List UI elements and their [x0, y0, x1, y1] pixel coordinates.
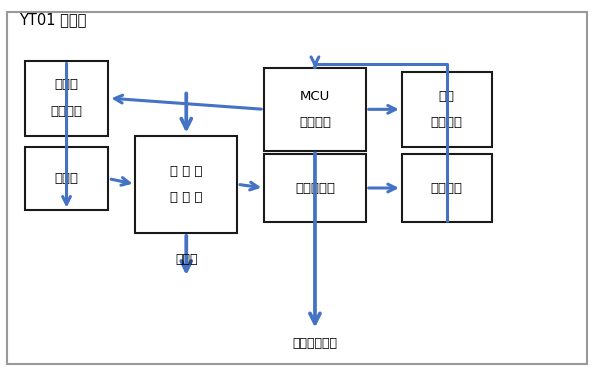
Bar: [402, 72, 491, 147]
Bar: [136, 136, 237, 233]
Text: 控制电路: 控制电路: [431, 116, 463, 129]
Text: 放大电路: 放大电路: [431, 182, 463, 194]
Text: 空气出: 空气出: [175, 253, 197, 266]
Text: YT01 传感器: YT01 传感器: [19, 12, 86, 27]
Text: 激光器: 激光器: [55, 172, 79, 185]
Text: MCU: MCU: [300, 90, 330, 103]
Bar: [25, 61, 109, 136]
Text: 光电探测器: 光电探测器: [295, 182, 335, 194]
Text: 微处理器: 微处理器: [299, 116, 331, 129]
Bar: [402, 154, 491, 222]
Text: 光 散 射: 光 散 射: [170, 165, 203, 177]
Bar: [264, 68, 366, 150]
Text: 数据输出接口: 数据输出接口: [292, 337, 337, 350]
Text: 测 量 腔: 测 量 腔: [170, 191, 203, 204]
Text: 控制电路: 控制电路: [50, 105, 83, 118]
Text: 激光器: 激光器: [55, 79, 79, 91]
Text: 风扇: 风扇: [439, 90, 455, 103]
Bar: [25, 147, 109, 211]
Bar: [264, 154, 366, 222]
